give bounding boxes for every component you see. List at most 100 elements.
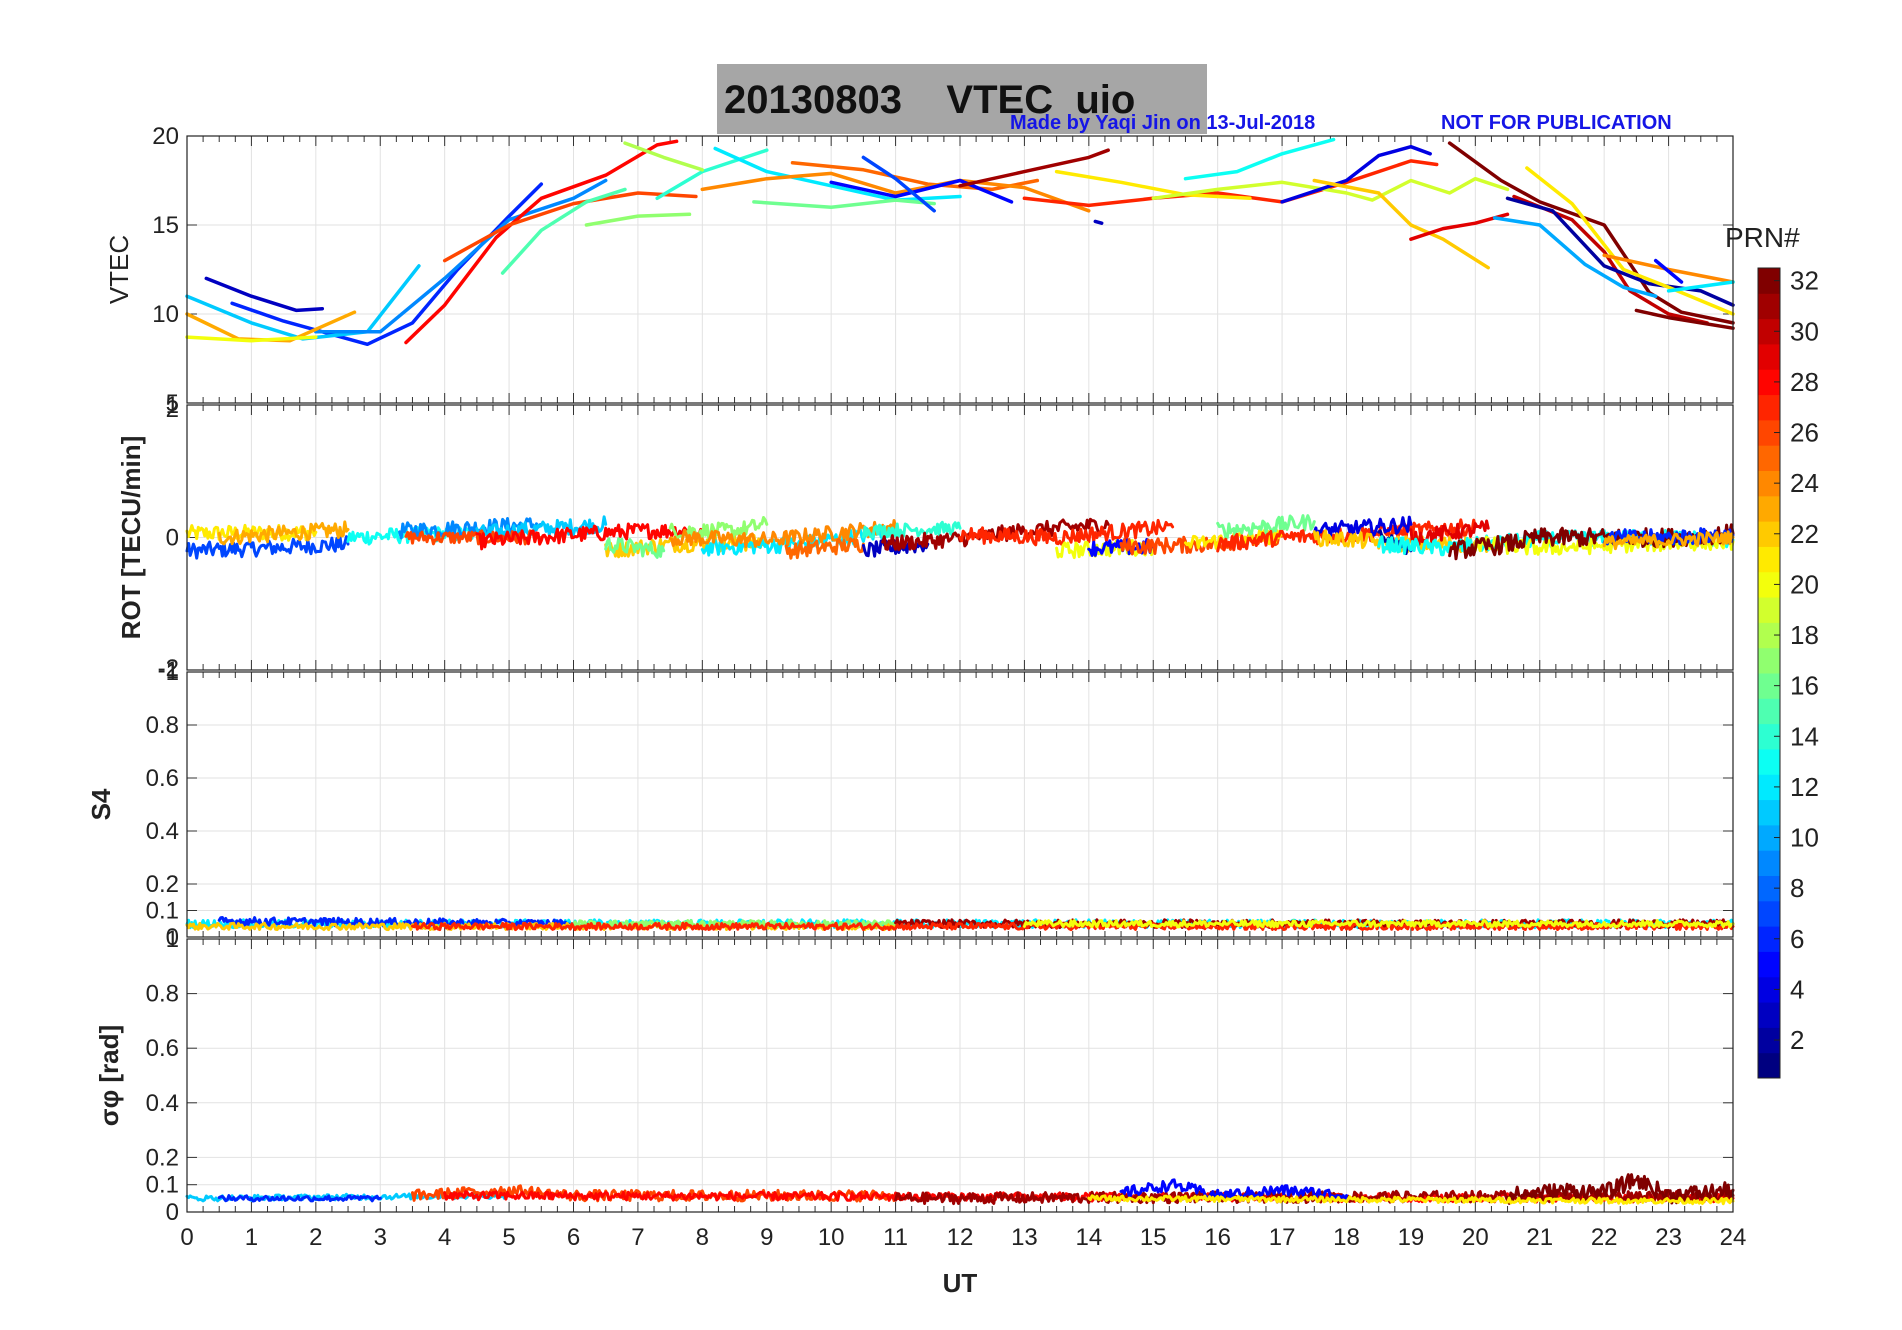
x-tick-label: 8: [696, 1224, 709, 1251]
y-tick-label: 0.1: [146, 1172, 179, 1199]
x-axis-label: UT: [943, 1268, 978, 1298]
y-tick-label: 0.1: [146, 898, 179, 925]
series-line-prn-17: [584, 212, 692, 227]
x-tick-label: 2: [309, 1224, 322, 1251]
series-line-prn-25: [784, 537, 865, 560]
x-tick-label: 0: [180, 1224, 193, 1251]
x-tick-label: 6: [567, 1224, 580, 1251]
series-line-prn-20: [1022, 919, 1735, 929]
colorbar-tick-label: 12: [1790, 772, 1819, 802]
series-line-prn-21: [1525, 166, 1735, 316]
series-line-prn-21: [1087, 1194, 1735, 1206]
x-tick-label: 17: [1269, 1224, 1296, 1251]
y-tick-label-overlap: -2: [158, 655, 179, 682]
y-tick-label: 15: [152, 212, 179, 239]
y-axis-label-vtec: VTEC: [104, 235, 134, 304]
colorbar-segment: [1758, 748, 1780, 775]
y-tick-label: 0.6: [146, 765, 179, 792]
series-line-prn-6: [230, 182, 544, 347]
panel-1: 5 10 15 20: [152, 123, 1735, 417]
colorbar-tick-label: 24: [1790, 468, 1819, 498]
y-tick-label: 1: [166, 392, 179, 419]
y-tick-label: 5: [166, 390, 179, 417]
colorbar-segment: [1758, 571, 1780, 598]
x-tick-label: 21: [1526, 1224, 1553, 1251]
y-tick-label: 0: [166, 924, 179, 951]
colorbar-segment: [1758, 268, 1780, 294]
x-tick-label: 24: [1720, 1224, 1747, 1251]
credit-text: Made by Yaqi Jin on 13-Jul-2018: [1010, 112, 1316, 134]
colorbar-segment: [1758, 951, 1780, 978]
series-line-prn-7: [861, 155, 936, 213]
y-tick-label: 1: [166, 659, 179, 686]
x-tick-label: 20: [1462, 1224, 1489, 1251]
colorbar-segment: [1758, 394, 1780, 421]
x-tick-label: 18: [1333, 1224, 1360, 1251]
not-for-publication-text: NOT FOR PUBLICATION: [1441, 112, 1672, 134]
figure-title: 20130803 VTEC uio: [724, 78, 1136, 122]
series-line-prn-5: [1119, 1178, 1348, 1202]
x-tick-label: 22: [1591, 1224, 1618, 1251]
colorbar-tick-label: 18: [1790, 620, 1819, 650]
series-line-prn-19: [1151, 176, 1510, 202]
colorbar-tick-label: 26: [1790, 418, 1819, 448]
colorbar-segment: [1758, 318, 1780, 345]
colorbar-segment: [1758, 622, 1780, 649]
colorbar-segment: [1758, 369, 1780, 396]
colorbar-segment: [1758, 343, 1780, 370]
colorbar-tick-label: 22: [1790, 519, 1819, 549]
colorbar-segment: [1758, 774, 1780, 801]
series-line-prn-24: [668, 519, 898, 549]
series-line-prn-21: [1054, 169, 1252, 201]
colorbar-segment: [1758, 976, 1780, 1003]
series-line-prn-23: [217, 520, 350, 546]
series-line-prn-5: [1653, 258, 1684, 284]
series-line-prn-7: [185, 535, 350, 560]
x-tick-label: 5: [502, 1224, 515, 1251]
x-tick-label: 11: [883, 1224, 908, 1251]
colorbar-tick-label: 16: [1790, 671, 1819, 701]
y-tick-label: 0.8: [146, 712, 179, 739]
series-line-prn-27: [958, 518, 1175, 547]
y-tick-label: 0.6: [146, 1035, 179, 1062]
colorbar-tick-label: 6: [1790, 924, 1804, 954]
y-tick-label: 0.2: [146, 871, 179, 898]
y-tick-label: 0.4: [146, 1090, 179, 1117]
series-line-prn-14: [861, 520, 962, 539]
series-line-prn-13: [1183, 137, 1336, 181]
series-line-prn-26: [442, 191, 698, 263]
series-line-prn-5: [829, 178, 1014, 204]
colorbar-tick-label: 32: [1790, 266, 1819, 296]
series-line-prn-18: [623, 141, 705, 172]
x-tick-label: 14: [1075, 1224, 1102, 1251]
x-tick-label: 7: [631, 1224, 644, 1251]
plot-frame: [186, 135, 1734, 404]
series-line-prn-32: [1506, 1173, 1735, 1205]
series-line-prn-2: [1505, 196, 1735, 307]
colorbar-tick-label: 30: [1790, 316, 1819, 346]
colorbar-segment: [1758, 698, 1780, 725]
series-line-prn-32: [1634, 308, 1735, 330]
plot-frame: [186, 938, 1734, 1213]
colorbar-segment: [1758, 850, 1780, 876]
y-tick-label: 0: [166, 525, 179, 552]
y-axis-label-sigma-phi: σφ [rad]: [94, 1025, 124, 1126]
colorbar-tick-label: 4: [1790, 974, 1804, 1004]
colorbar-segment: [1758, 1052, 1780, 1079]
series-line-prn-27: [1216, 518, 1477, 553]
series-line-prn-28: [404, 139, 679, 345]
x-tick-label: 23: [1655, 1224, 1682, 1251]
series-line-prn-24: [700, 171, 1091, 213]
panel-3: 00.10.2 0.4 0.6 0.8 1: [146, 659, 1735, 951]
series-line-prn-6: [217, 1194, 382, 1203]
series-line-prn-12: [700, 522, 898, 557]
x-tick-label: 9: [760, 1224, 773, 1251]
colorbar-label: PRN#: [1725, 222, 1800, 253]
series-line-prn-3: [1093, 219, 1104, 225]
series-line-prn-10: [1492, 216, 1658, 298]
colorbar-segment: [1758, 673, 1780, 699]
colorbar-segment: [1758, 1027, 1780, 1054]
series-line-prn-22: [1312, 178, 1490, 270]
y-tick-label: 0.4: [146, 818, 179, 845]
